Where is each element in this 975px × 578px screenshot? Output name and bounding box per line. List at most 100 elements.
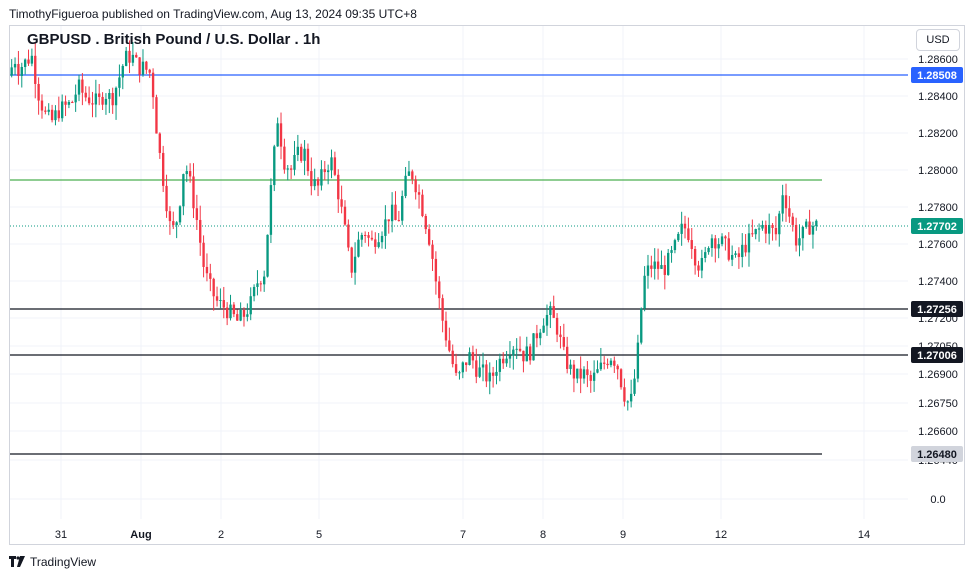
candle xyxy=(205,253,209,282)
candle xyxy=(576,368,579,384)
candle xyxy=(592,360,596,392)
x-tick-label: 2 xyxy=(218,529,224,541)
candle xyxy=(236,309,239,321)
level-tag-3: 1.27006 xyxy=(911,347,963,363)
candle xyxy=(697,260,700,277)
candles xyxy=(10,40,818,411)
candle xyxy=(360,232,363,247)
candle xyxy=(774,216,778,241)
x-tick-label: Aug xyxy=(130,529,151,541)
x-tick-label: 12 xyxy=(715,529,727,541)
candle xyxy=(367,231,370,247)
x-tick-label: 8 xyxy=(540,529,546,541)
candle xyxy=(559,325,562,349)
candle xyxy=(566,336,569,374)
candle xyxy=(269,178,273,244)
candle xyxy=(343,200,347,226)
candle xyxy=(30,48,34,67)
candle xyxy=(454,353,458,376)
candle xyxy=(616,364,619,380)
candle xyxy=(761,220,764,231)
candle xyxy=(289,165,293,180)
candle xyxy=(579,356,582,394)
svg-text:1.28508: 1.28508 xyxy=(917,70,957,82)
candle xyxy=(508,341,512,368)
candle xyxy=(219,288,222,309)
candle xyxy=(784,183,788,222)
candle xyxy=(34,41,37,99)
candle xyxy=(91,91,94,118)
candle xyxy=(37,77,40,115)
candle xyxy=(131,42,135,67)
candle xyxy=(394,191,397,221)
candle xyxy=(67,99,71,109)
candle xyxy=(229,294,232,321)
candle xyxy=(259,280,262,292)
candle xyxy=(195,194,199,231)
candle xyxy=(643,266,646,312)
candle xyxy=(155,94,158,134)
candle xyxy=(512,346,515,370)
candle xyxy=(636,334,640,383)
candle xyxy=(178,205,182,226)
candle xyxy=(320,160,323,191)
candle xyxy=(357,231,360,258)
candle xyxy=(808,209,811,235)
candle xyxy=(764,220,767,244)
y-tick-label: 1.28600 xyxy=(918,54,958,66)
publisher-line: TimothyFigueroa published on TradingView… xyxy=(9,7,417,21)
candle xyxy=(488,362,491,395)
candle xyxy=(340,185,343,214)
level-tag-4: 1.26480 xyxy=(911,446,963,462)
candle xyxy=(495,360,498,385)
currency-button[interactable]: USD xyxy=(916,29,960,51)
candle xyxy=(727,232,730,262)
candle xyxy=(481,352,485,382)
y-tick-label: 1.26750 xyxy=(918,398,958,410)
candle xyxy=(680,211,683,246)
candle xyxy=(263,270,266,292)
candle xyxy=(364,231,367,243)
candle xyxy=(222,286,225,319)
brand-name: TradingView xyxy=(30,555,97,569)
x-tick-label: 5 xyxy=(316,529,322,541)
candle xyxy=(434,251,438,295)
candle xyxy=(562,323,565,351)
candle xyxy=(626,400,629,411)
candle xyxy=(700,249,704,279)
candle xyxy=(653,248,656,280)
x-tick-label: 7 xyxy=(460,529,466,541)
candle xyxy=(552,295,555,319)
candle xyxy=(54,105,57,126)
candle xyxy=(44,106,47,115)
candle xyxy=(438,276,441,310)
candle xyxy=(525,336,528,362)
candle xyxy=(276,117,279,147)
candle xyxy=(791,212,794,232)
tradingview-brand[interactable]: TradingView xyxy=(9,555,96,569)
candle xyxy=(458,370,461,380)
candle xyxy=(47,103,50,116)
candle xyxy=(111,87,114,114)
candle xyxy=(717,238,720,259)
candle xyxy=(293,140,296,176)
candle xyxy=(522,350,525,373)
candle xyxy=(603,356,606,370)
candle xyxy=(751,219,754,237)
candle xyxy=(650,255,653,278)
candle xyxy=(542,318,545,334)
candle xyxy=(670,245,673,263)
candle xyxy=(242,307,246,327)
candle xyxy=(330,149,333,179)
candle xyxy=(586,361,589,388)
candle xyxy=(633,369,636,397)
candle xyxy=(313,168,316,191)
candle xyxy=(414,175,417,200)
candle xyxy=(663,255,666,290)
candle xyxy=(404,166,407,199)
candle xyxy=(535,324,539,348)
candle xyxy=(572,360,576,393)
chart-title: GBPUSD . British Pound / U.S. Dollar . 1… xyxy=(27,31,321,48)
candle xyxy=(225,302,229,326)
